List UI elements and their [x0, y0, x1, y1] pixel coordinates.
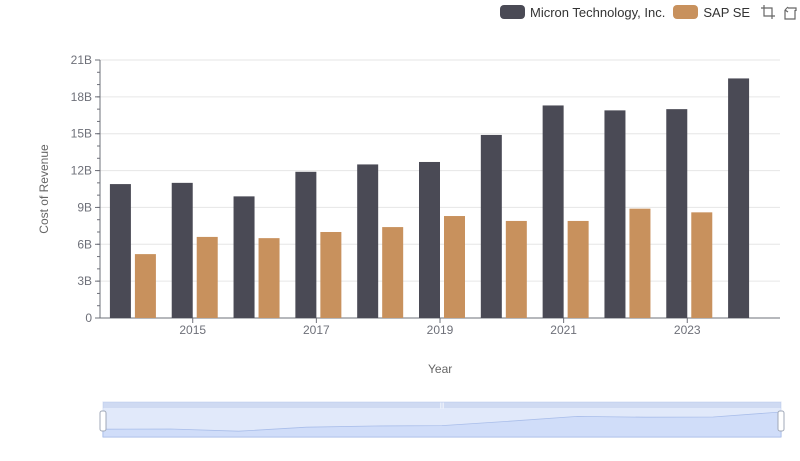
toolbox	[760, 4, 798, 20]
bar-sap-2022[interactable]	[629, 208, 651, 318]
x-tick-label: 2023	[674, 323, 701, 337]
restore-icon[interactable]	[782, 4, 798, 20]
bar-micron-2018[interactable]	[357, 164, 379, 318]
y-tick-label: 9B	[77, 200, 92, 214]
legend-item-micron[interactable]: Micron Technology, Inc.	[500, 5, 665, 20]
zoom-handle-left[interactable]	[99, 410, 107, 432]
bar-micron-2021[interactable]	[542, 105, 564, 318]
y-tick-label: 3B	[77, 274, 92, 288]
y-tick-label: 18B	[71, 90, 92, 104]
y-axis-label: Cost of Revenue	[37, 144, 51, 234]
bar-sap-2014[interactable]	[134, 254, 156, 318]
bar-micron-2015[interactable]	[171, 182, 193, 318]
bar-micron-2024[interactable]	[728, 78, 750, 318]
bar-sap-2021[interactable]	[567, 220, 589, 318]
bar-sap-2020[interactable]	[505, 220, 527, 318]
x-tick-label: 2021	[550, 323, 577, 337]
zoom-slider-preview	[102, 411, 782, 438]
legend-label-sap: SAP SE	[703, 4, 751, 20]
legend-swatch-sap	[673, 5, 699, 19]
bar-sap-2016[interactable]	[258, 238, 280, 318]
x-tick-label: 2017	[303, 323, 330, 337]
zoom-slider-selection[interactable]	[103, 408, 781, 437]
data-zoom-icon[interactable]	[760, 4, 776, 20]
x-axis-label: Year	[428, 362, 453, 376]
legend-swatch-micron	[500, 5, 525, 19]
bar-micron-2014[interactable]	[109, 184, 131, 318]
bar-sap-2018[interactable]	[382, 227, 404, 318]
y-tick-label: 15B	[71, 127, 92, 141]
legend-label-micron: Micron Technology, Inc.	[530, 4, 666, 20]
y-tick-label: 21B	[71, 53, 92, 67]
bar-micron-2019[interactable]	[419, 161, 440, 318]
bar-micron-2016[interactable]	[233, 196, 255, 318]
bar-sap-2017[interactable]	[320, 232, 342, 318]
legend-item-sap[interactable]: SAP SE	[673, 5, 750, 20]
bar-sap-2019[interactable]	[444, 216, 465, 318]
bar-micron-2020[interactable]	[480, 134, 502, 318]
bar-micron-2023[interactable]	[666, 109, 688, 319]
bar-sap-2015[interactable]	[196, 236, 218, 318]
y-tick-label: 12B	[71, 164, 92, 178]
bar-micron-2022[interactable]	[604, 110, 626, 318]
zoom-slider-top-bar[interactable]	[103, 402, 781, 408]
zoom-slider-grip[interactable]: |||	[440, 403, 445, 409]
y-tick-label: 0	[85, 311, 92, 325]
bar-micron-2017[interactable]	[295, 171, 317, 318]
legend: Micron Technology, Inc. SAP SE	[500, 4, 798, 20]
zoom-handle-right[interactable]	[777, 410, 785, 432]
x-tick-label: 2019	[427, 323, 454, 337]
bar-sap-2023[interactable]	[691, 212, 713, 318]
x-tick-label: 2015	[179, 323, 206, 337]
y-tick-label: 6B	[77, 237, 92, 251]
